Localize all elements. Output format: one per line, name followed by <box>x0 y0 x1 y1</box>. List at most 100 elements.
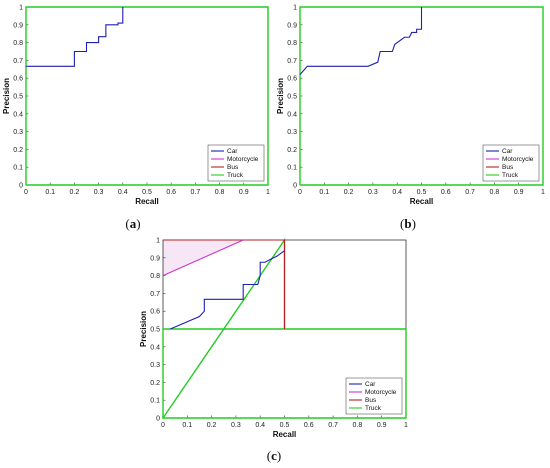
chart-panel-2: 0 0.1 0.2 0.3 0.4 0.5 0.6 0.7 0.8 0.9 1 0 0.1 0.2 0.3 0… <box>276 5 545 232</box>
x-axis-label: Recall <box>135 197 159 206</box>
x-tick-label: 0.3 <box>94 189 104 196</box>
legend-label-motorcycle: Motorcycle <box>227 156 259 163</box>
legend-label-truck: Truck <box>502 172 519 179</box>
y-tick-label: 0.2 <box>287 147 297 154</box>
x-tick-label: 1 <box>266 189 270 196</box>
x-tick-label: 0.7 <box>328 422 338 429</box>
x-tick-label: 0.9 <box>514 189 524 196</box>
x-tick-label: 1 <box>541 189 545 196</box>
panel-label: (a) <box>125 216 140 231</box>
series-line-truck <box>299 6 544 186</box>
series-line-car <box>26 7 124 67</box>
x-tick-label: 0.1 <box>319 189 329 196</box>
chart-panel-1: 0 0.1 0.2 0.3 0.4 0.5 0.6 0.7 0.8 0.9 1 0 0.1 0.2 0.3 0… <box>2 5 270 232</box>
legend-label-truck: Truck <box>365 405 382 412</box>
x-tick-label: 0.4 <box>392 189 402 196</box>
y-tick-label: 0.1 <box>287 165 297 172</box>
x-tick-label: 0.7 <box>465 189 475 196</box>
y-tick-label: 0.5 <box>13 94 23 101</box>
series-line-car <box>299 7 423 76</box>
y-tick-label: 1 <box>293 5 297 12</box>
y-tick-label: 0.9 <box>13 22 23 29</box>
x-tick-label: 0.9 <box>239 189 249 196</box>
x-tick-label: 0.8 <box>490 189 500 196</box>
x-tick-label: 0.8 <box>353 422 363 429</box>
x-tick-label: 0.4 <box>118 189 128 196</box>
y-tick-label: 0.5 <box>287 94 297 101</box>
x-tick-label: 0.6 <box>304 422 314 429</box>
y-tick-label: 0.3 <box>287 129 297 136</box>
y-tick-label: 0.7 <box>287 58 297 65</box>
y-tick-label: 0.9 <box>287 22 297 29</box>
y-tick-label: 0.7 <box>13 58 23 65</box>
y-tick-label: 0.8 <box>287 40 297 47</box>
y-tick-label: 0.1 <box>150 398 160 405</box>
panel-label: (c) <box>267 448 281 463</box>
y-tick-label: 0.8 <box>150 273 160 280</box>
x-tick-label: 0.3 <box>231 422 241 429</box>
x-axis-label: Recall <box>410 197 434 206</box>
x-tick-label: 0 <box>298 189 302 196</box>
y-tick-label: 1 <box>156 238 160 245</box>
legend-label-bus: Bus <box>365 397 377 404</box>
x-tick-label: 0.1 <box>45 189 55 196</box>
panel-label: (b) <box>400 216 416 231</box>
y-tick-label: 0.6 <box>150 309 160 316</box>
series-line-bus <box>163 239 286 329</box>
x-tick-label: 0.3 <box>368 189 378 196</box>
y-tick-label: 0.6 <box>287 76 297 83</box>
legend-label-truck: Truck <box>227 172 244 179</box>
y-tick-label: 0 <box>293 183 297 190</box>
y-tick-label: 0 <box>19 183 23 190</box>
y-axis-label: Precision <box>276 78 285 114</box>
x-tick-label: 0.4 <box>255 422 265 429</box>
x-tick-label: 0.6 <box>166 189 176 196</box>
chart-panel-3: 0 0.1 0.2 0.3 0.4 0.5 0.6 0.7 0.8 0.9 1 0 0.1 0.2 0.3 0… <box>139 238 408 464</box>
y-tick-label: 0.4 <box>287 111 297 118</box>
y-tick-label: 0.8 <box>13 40 23 47</box>
y-tick-label: 0.1 <box>13 165 23 172</box>
y-tick-label: 0.3 <box>13 129 23 136</box>
x-tick-label: 0.2 <box>344 189 354 196</box>
legend-label-motorcycle: Motorcycle <box>502 156 534 163</box>
x-tick-label: 0.8 <box>215 189 225 196</box>
x-tick-label: 0 <box>24 189 28 196</box>
x-tick-label: 0.1 <box>182 422 192 429</box>
series-line-car <box>170 250 285 330</box>
y-axis-label: Precision <box>139 311 148 347</box>
y-tick-label: 0.4 <box>13 111 23 118</box>
y-tick-label: 0.7 <box>150 291 160 298</box>
legend-label-motorcycle: Motorcycle <box>365 389 397 396</box>
legend-label-bus: Bus <box>502 164 514 171</box>
x-tick-label: 0.9 <box>377 422 387 429</box>
legend-label-car: Car <box>365 381 376 388</box>
y-axis-label: Precision <box>2 78 11 114</box>
x-tick-label: 0.5 <box>142 189 152 196</box>
x-tick-label: 0.5 <box>417 189 427 196</box>
y-tick-label: 0.9 <box>150 255 160 262</box>
x-tick-label: 0.6 <box>441 189 451 196</box>
series-line-motorcycle <box>162 239 244 277</box>
x-tick-label: 0.5 <box>280 422 290 429</box>
x-tick-label: 0 <box>161 422 165 429</box>
x-tick-label: 1 <box>404 422 408 429</box>
x-axis-label: Recall <box>273 430 297 439</box>
x-tick-label: 0.2 <box>207 422 217 429</box>
legend-label-car: Car <box>227 148 238 155</box>
legend-label-car: Car <box>502 148 513 155</box>
y-tick-label: 0.5 <box>150 327 160 334</box>
y-tick-label: 0.4 <box>150 344 160 351</box>
legend-label-bus: Bus <box>227 164 239 171</box>
y-tick-label: 0.2 <box>150 380 160 387</box>
x-tick-label: 0.2 <box>70 189 80 196</box>
y-tick-label: 1 <box>19 5 23 12</box>
y-tick-label: 0.6 <box>13 76 23 83</box>
x-tick-label: 0.7 <box>191 189 201 196</box>
y-tick-label: 0.3 <box>150 362 160 369</box>
y-tick-label: 0.2 <box>13 147 23 154</box>
y-tick-label: 0 <box>156 416 160 423</box>
